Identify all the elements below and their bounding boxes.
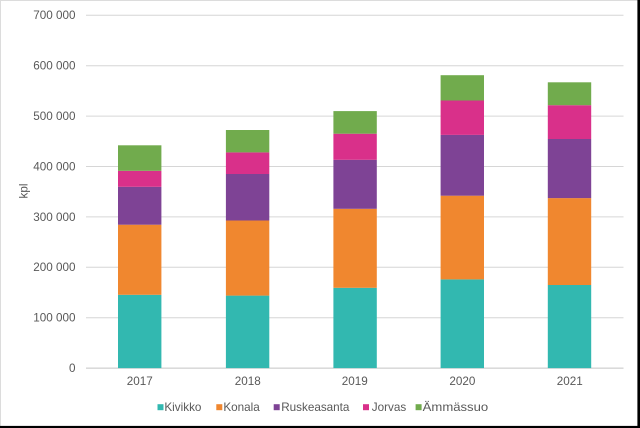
- svg-text:2019: 2019: [342, 375, 368, 388]
- svg-text:Kivikko: Kivikko: [164, 401, 202, 414]
- svg-text:2018: 2018: [235, 375, 261, 388]
- svg-text:Jorvas: Jorvas: [372, 401, 407, 414]
- svg-text:2020: 2020: [449, 375, 476, 388]
- svg-text:kpl: kpl: [18, 184, 31, 199]
- svg-text:400 000: 400 000: [33, 160, 76, 173]
- svg-text:100 000: 100 000: [33, 312, 76, 325]
- svg-text:2021: 2021: [557, 375, 583, 388]
- svg-text:Ämmässuo: Ämmässuo: [423, 401, 489, 414]
- svg-text:500 000: 500 000: [33, 110, 76, 123]
- svg-text:700 000: 700 000: [33, 9, 76, 22]
- svg-text:300 000: 300 000: [33, 211, 76, 224]
- svg-text:600 000: 600 000: [33, 60, 76, 73]
- svg-text:2017: 2017: [127, 375, 153, 388]
- svg-text:Konala: Konala: [223, 401, 260, 414]
- svg-text:200 000: 200 000: [33, 261, 76, 274]
- svg-text:Ruskeasanta: Ruskeasanta: [281, 401, 350, 414]
- svg-text:0: 0: [69, 362, 76, 375]
